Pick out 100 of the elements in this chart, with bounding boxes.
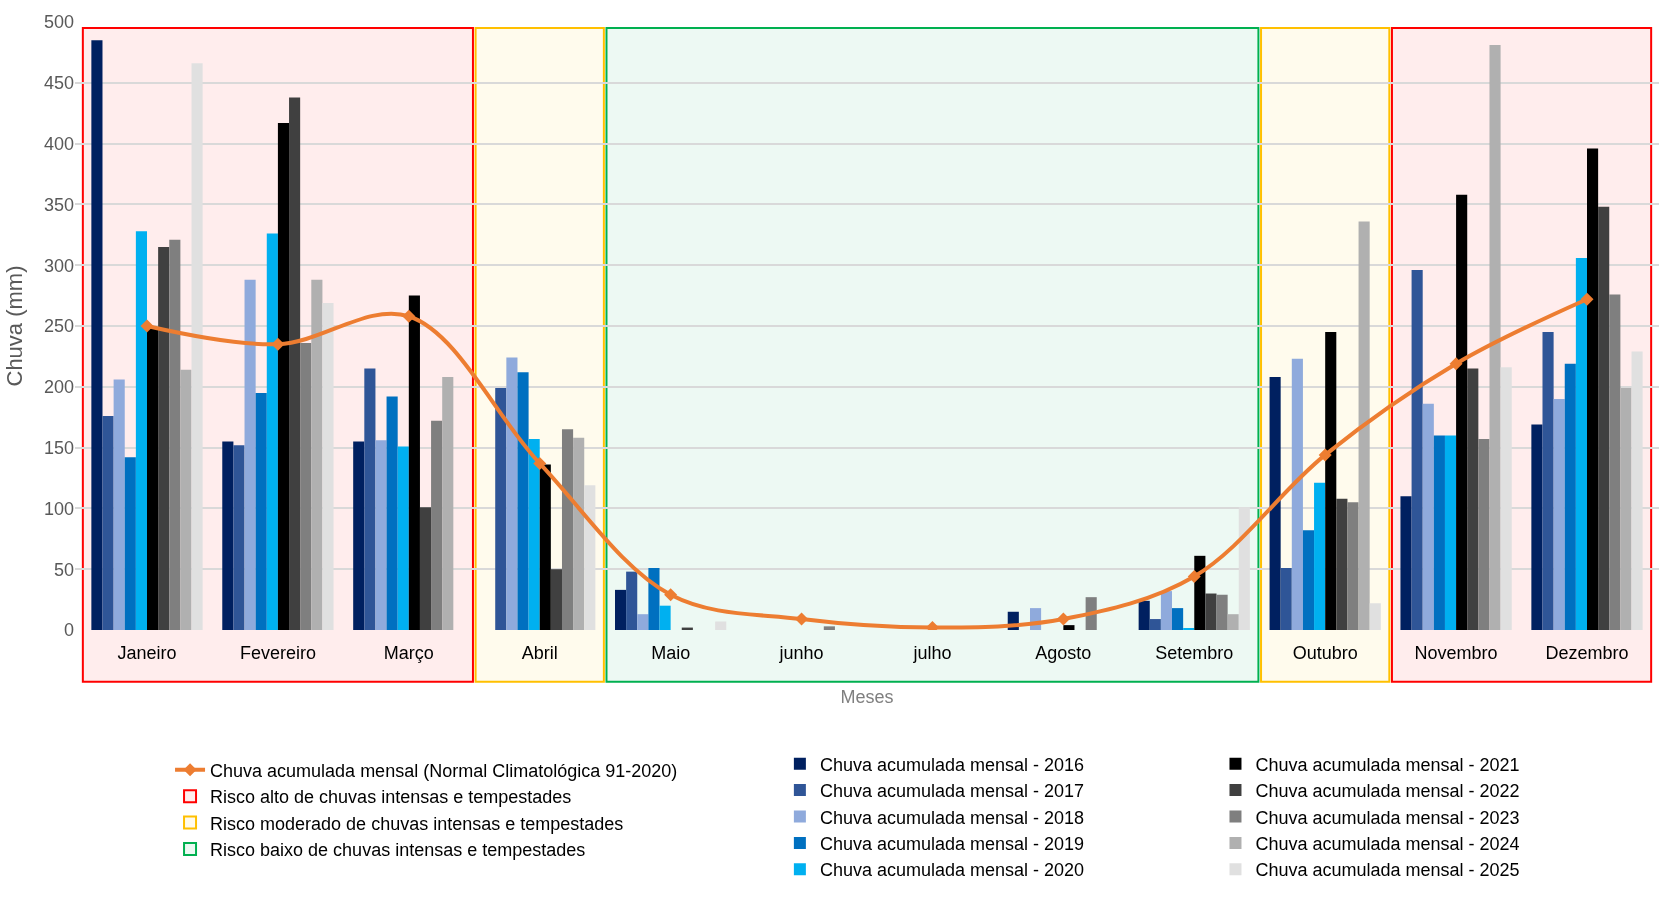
bar: [1609, 294, 1621, 630]
legend-label: Chuva acumulada mensal - 2020: [819, 860, 1085, 881]
bar: [1358, 221, 1370, 630]
legend-label: Risco baixo de chuvas intensas e tempestades: [210, 840, 586, 861]
bar: [1291, 358, 1303, 630]
bar: [1314, 482, 1326, 630]
x-tick-label: Agosto: [1035, 643, 1092, 663]
bar: [419, 507, 432, 630]
y-tick-label: 100: [43, 498, 74, 519]
bar: [408, 295, 420, 630]
x-axis-title: Meses: [840, 687, 894, 708]
bar: [573, 437, 585, 630]
bar: [1205, 593, 1217, 630]
bar: [1531, 424, 1543, 630]
bar: [1172, 608, 1184, 630]
bar: [222, 441, 234, 630]
bar: [615, 589, 627, 630]
x-tick-label: Dezembro: [1545, 643, 1629, 663]
legend-label: Chuva acumulada mensal - 2021: [1255, 754, 1520, 775]
bar: [1336, 498, 1348, 630]
bar: [386, 396, 398, 630]
x-tick-label: Maio: [651, 643, 691, 663]
bar: [233, 445, 245, 630]
legend-label: Chuva acumulada mensal - 2022: [1255, 781, 1520, 802]
point: [1449, 357, 1463, 371]
legend-label: Chuva acumulada mensal - 2019: [819, 833, 1085, 854]
bar: [1564, 363, 1576, 630]
legend-label: Chuva acumulada mensal - 2016: [819, 754, 1085, 775]
x-tick-label: Março: [383, 643, 434, 663]
bar: [648, 567, 660, 630]
bar: [626, 571, 638, 630]
legend-label: Chuva acumulada mensal (Normal Climatológica 91-2020): [210, 760, 678, 781]
point: [1056, 612, 1070, 626]
y-axis-title: Chuva (mm): [1, 265, 27, 387]
bar: [1433, 435, 1445, 630]
bar: [300, 343, 312, 630]
bar: [1227, 614, 1239, 630]
bar: [1444, 435, 1457, 630]
bar: [1216, 594, 1228, 630]
bar: [91, 40, 103, 630]
legend-label: Chuva acumulada mensal - 2017: [819, 781, 1085, 802]
bar: [1575, 257, 1587, 630]
bar: [353, 441, 365, 630]
bar: [1489, 45, 1501, 630]
point: [1318, 448, 1332, 462]
bar: [550, 569, 562, 630]
bar: [823, 626, 835, 630]
bar: [442, 377, 454, 630]
y-tick-label: 450: [43, 73, 74, 94]
x-tick-label: Janeiro: [117, 643, 177, 663]
bar: [113, 379, 125, 630]
x-tick-label: Abril: [521, 643, 558, 663]
bar: [561, 429, 574, 630]
x-tick-label: Setembro: [1155, 643, 1234, 663]
y-tick-label: 0: [63, 620, 74, 641]
bar: [147, 328, 159, 630]
bar: [277, 122, 290, 630]
bar: [1411, 270, 1423, 630]
x-tick-label: Fevereiro: [239, 643, 316, 663]
bar: [1269, 377, 1281, 630]
point: [533, 456, 547, 470]
bar: [715, 621, 727, 630]
bar: [517, 372, 529, 630]
bar: [266, 233, 278, 630]
bar: [375, 440, 387, 630]
bar: [1063, 625, 1075, 630]
bar: [135, 231, 147, 630]
bar: [431, 420, 443, 630]
y-tick-label: 400: [43, 133, 74, 154]
bar: [1149, 619, 1161, 630]
bar: [1587, 148, 1599, 630]
bar: [506, 357, 518, 630]
bar: [1456, 194, 1468, 630]
bar: [1138, 600, 1150, 630]
bar: [169, 239, 181, 630]
bar: [528, 439, 540, 630]
bar: [1553, 398, 1565, 630]
y-tick-label: 250: [43, 316, 74, 337]
y-tick-label: 150: [43, 437, 74, 458]
x-tick-label: Novembro: [1414, 643, 1498, 663]
bar: [1400, 496, 1412, 630]
bar: [1467, 368, 1479, 630]
bar: [255, 392, 267, 630]
legend-label: Chuva acumulada mensal - 2018: [819, 807, 1085, 828]
legend-label: Chuva acumulada mensal - 2024: [1255, 833, 1520, 854]
bar: [102, 415, 114, 630]
bar: [539, 464, 551, 630]
legend-label: Chuva acumulada mensal - 2025: [1255, 860, 1520, 881]
point: [664, 588, 678, 602]
bar: [364, 368, 376, 630]
bar: [1302, 530, 1315, 630]
point: [1580, 292, 1594, 306]
y-tick-label: 350: [43, 194, 74, 215]
point: [1187, 570, 1201, 583]
y-tick-label: 300: [43, 255, 74, 276]
bar: [158, 246, 170, 630]
legend-label: Risco alto de chuvas intensas e tempestades: [210, 787, 572, 808]
x-tick-label: julho: [912, 643, 952, 663]
bar: [1598, 206, 1610, 630]
bar: [1422, 403, 1434, 630]
